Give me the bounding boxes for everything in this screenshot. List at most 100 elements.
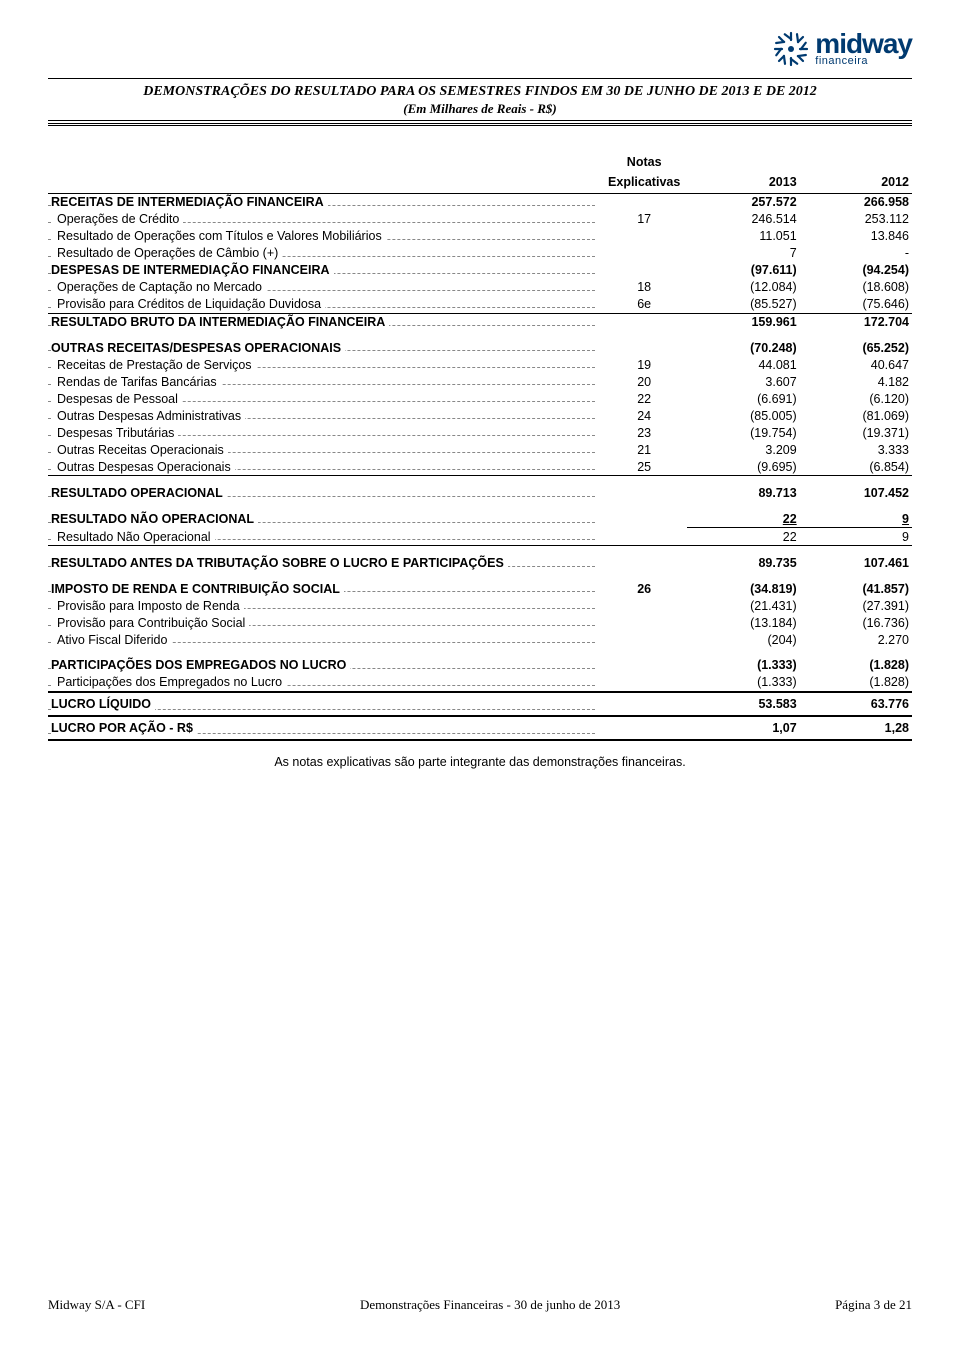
row-value-2012: - xyxy=(800,245,912,262)
row-description: Ativo Fiscal Diferido xyxy=(51,633,171,647)
table-row: Despesas Tributárias23(19.754)(19.371) xyxy=(48,424,912,441)
row-value-2012: 253.112 xyxy=(800,211,912,228)
sunburst-icon xyxy=(773,31,809,67)
row-value-2013: 7 xyxy=(687,245,799,262)
table-row: Despesas de Pessoal22(6.691)(6.120) xyxy=(48,390,912,407)
row-note xyxy=(601,597,687,614)
row-value-2013: (204) xyxy=(687,631,799,648)
table-row: Ativo Fiscal Diferido(204)2.270 xyxy=(48,631,912,648)
table-row: Provisão para Créditos de Liquidação Duv… xyxy=(48,296,912,314)
row-value-2012: (75.646) xyxy=(800,296,912,314)
row-value-2013: 3.209 xyxy=(687,441,799,458)
row-description: Provisão para Imposto de Renda xyxy=(51,599,244,613)
row-value-2013: 257.572 xyxy=(687,193,799,211)
table-row: RESULTADO BRUTO DA INTERMEDIAÇÃO FINANCE… xyxy=(48,313,912,331)
logo-sub-text: financeira xyxy=(815,56,868,67)
page-title: DEMONSTRAÇÕES DO RESULTADO PARA OS SEMES… xyxy=(48,83,912,118)
row-value-2012: 3.333 xyxy=(800,441,912,458)
row-description: RESULTADO OPERACIONAL xyxy=(51,486,227,500)
row-description: DESPESAS DE INTERMEDIAÇÃO FINANCEIRA xyxy=(51,263,334,277)
row-value-2013: (85.527) xyxy=(687,296,799,314)
footer-left: Midway S/A - CFI xyxy=(48,1297,145,1313)
row-value-2013: (19.754) xyxy=(687,424,799,441)
row-description: Resultado Não Operacional xyxy=(51,530,215,544)
row-description: IMPOSTO DE RENDA E CONTRIBUIÇÃO SOCIAL xyxy=(51,582,344,596)
row-description: Provisão para Contribuição Social xyxy=(51,616,249,630)
row-note: 24 xyxy=(601,407,687,424)
row-value-2013: (6.691) xyxy=(687,390,799,407)
row-note xyxy=(601,674,687,692)
row-value-2013: (34.819) xyxy=(687,572,799,598)
row-note xyxy=(601,502,687,528)
row-value-2013: 89.713 xyxy=(687,476,799,502)
page-footer: Midway S/A - CFI Demonstrações Financeir… xyxy=(48,1297,912,1313)
row-note: 19 xyxy=(601,356,687,373)
col-notes-header-1: Notas xyxy=(601,154,687,174)
row-value-2012: 4.182 xyxy=(800,373,912,390)
table-row: Resultado de Operações com Títulos e Val… xyxy=(48,228,912,245)
row-description: LUCRO POR AÇÃO - R$ xyxy=(51,721,197,735)
row-value-2013: 22 xyxy=(687,528,799,546)
table-row: RESULTADO NÃO OPERACIONAL229 xyxy=(48,502,912,528)
row-value-2013: (70.248) xyxy=(687,331,799,357)
row-note: 26 xyxy=(601,572,687,598)
row-description: Resultado de Operações com Títulos e Val… xyxy=(51,229,386,243)
row-note xyxy=(601,546,687,572)
row-value-2013: (97.611) xyxy=(687,262,799,279)
row-value-2012: 40.647 xyxy=(800,356,912,373)
table-row: Outras Receitas Operacionais213.2093.333 xyxy=(48,441,912,458)
footnote: As notas explicativas são parte integran… xyxy=(48,755,912,769)
row-value-2012: (65.252) xyxy=(800,331,912,357)
row-value-2013: 53.583 xyxy=(687,692,799,716)
table-row: RECEITAS DE INTERMEDIAÇÃO FINANCEIRA 257.… xyxy=(48,193,912,211)
row-value-2013: 3.607 xyxy=(687,373,799,390)
row-note: 18 xyxy=(601,279,687,296)
row-note xyxy=(601,262,687,279)
row-value-2013: 22 xyxy=(687,502,799,528)
row-value-2012: (19.371) xyxy=(800,424,912,441)
row-note xyxy=(601,631,687,648)
row-note: 25 xyxy=(601,458,687,476)
row-value-2012: (94.254) xyxy=(800,262,912,279)
row-note xyxy=(601,331,687,357)
table-row: RESULTADO OPERACIONAL 89.713107.452 xyxy=(48,476,912,502)
col-year-2: 2012 xyxy=(800,173,912,193)
row-value-2012: 107.452 xyxy=(800,476,912,502)
row-note xyxy=(601,692,687,716)
row-description: RESULTADO BRUTO DA INTERMEDIAÇÃO FINANCE… xyxy=(51,315,389,329)
row-value-2013: 44.081 xyxy=(687,356,799,373)
row-value-2013: (21.431) xyxy=(687,597,799,614)
table-row: Provisão para Imposto de Renda (21.431)(2… xyxy=(48,597,912,614)
row-note xyxy=(601,228,687,245)
row-description: PARTICIPAÇÕES DOS EMPREGADOS NO LUCRO xyxy=(51,658,350,672)
row-value-2013: (1.333) xyxy=(687,674,799,692)
row-description: OUTRAS RECEITAS/DESPESAS OPERACIONAIS xyxy=(51,341,345,355)
row-value-2013: (1.333) xyxy=(687,648,799,674)
table-row: Receitas de Prestação de Serviços 1944.08… xyxy=(48,356,912,373)
row-value-2012: (6.854) xyxy=(800,458,912,476)
row-note: 20 xyxy=(601,373,687,390)
title-line: DEMONSTRAÇÕES DO RESULTADO PARA OS SEMES… xyxy=(48,83,912,101)
row-note xyxy=(601,476,687,502)
row-value-2012: (27.391) xyxy=(800,597,912,614)
row-description: Outras Despesas Administrativas xyxy=(51,409,245,423)
row-description: Receitas de Prestação de Serviços xyxy=(51,358,256,372)
row-note xyxy=(601,245,687,262)
row-value-2013: (13.184) xyxy=(687,614,799,631)
row-value-2012: (18.608) xyxy=(800,279,912,296)
row-description: Despesas de Pessoal xyxy=(51,392,182,406)
footer-center: Demonstrações Financeiras - 30 de junho … xyxy=(360,1297,620,1313)
row-description: Outras Receitas Operacionais xyxy=(51,443,228,457)
row-description: Rendas de Tarifas Bancárias xyxy=(51,375,221,389)
row-value-2012: (16.736) xyxy=(800,614,912,631)
row-value-2012: 172.704 xyxy=(800,313,912,331)
row-description: Provisão para Créditos de Liquidação Duv… xyxy=(51,297,325,311)
col-year-1: 2013 xyxy=(687,173,799,193)
row-value-2013: 11.051 xyxy=(687,228,799,245)
table-row: Participações dos Empregados no Lucro (1.… xyxy=(48,674,912,692)
row-description: Participações dos Empregados no Lucro xyxy=(51,675,286,689)
row-description: RECEITAS DE INTERMEDIAÇÃO FINANCEIRA xyxy=(51,195,328,209)
row-description: LUCRO LÍQUIDO xyxy=(51,697,155,711)
row-value-2013: 159.961 xyxy=(687,313,799,331)
subtitle-line: (Em Milhares de Reais - R$) xyxy=(48,101,912,118)
